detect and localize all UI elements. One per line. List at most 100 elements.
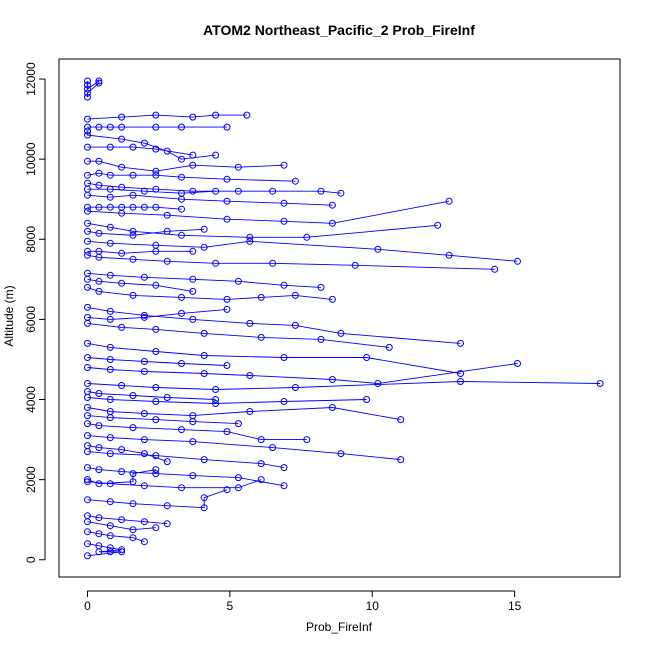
data-point (129, 500, 137, 508)
data-point (257, 436, 265, 444)
series-line (87, 435, 401, 461)
data-point (291, 291, 299, 299)
data-point (280, 482, 288, 490)
data-point (223, 295, 231, 303)
series-line (87, 80, 100, 98)
data-point (280, 464, 288, 472)
data-point (84, 185, 91, 193)
data-point (189, 472, 197, 480)
data-point (84, 251, 91, 259)
data-point (178, 205, 185, 213)
data-point (246, 319, 254, 327)
data-point (163, 502, 171, 510)
data-point (95, 444, 103, 452)
data-point (457, 370, 464, 377)
data-point (106, 544, 114, 552)
data-point (189, 418, 197, 426)
data-point (140, 518, 148, 526)
data-point (234, 474, 242, 482)
data-point (178, 293, 185, 301)
data-point (95, 123, 103, 131)
data-point (84, 496, 91, 504)
series-line (87, 467, 285, 487)
data-point (129, 534, 137, 542)
data-point (118, 123, 126, 131)
data-point (163, 394, 171, 401)
data-point (445, 197, 453, 205)
data-point (223, 175, 231, 183)
data-point (84, 227, 91, 235)
series-line (87, 131, 216, 160)
series-points (84, 77, 604, 560)
data-point (178, 231, 185, 239)
data-point (152, 524, 160, 532)
data-point (84, 81, 91, 89)
x-tick-label: 10 (366, 599, 380, 613)
data-point (129, 470, 137, 478)
data-point (178, 189, 185, 197)
data-point (328, 295, 336, 303)
data-point (140, 273, 148, 281)
data-point (200, 456, 208, 464)
data-point (280, 398, 288, 405)
series-line (87, 515, 168, 525)
data-point (189, 113, 197, 121)
data-point (95, 157, 103, 165)
data-point (129, 255, 137, 263)
data-point (95, 548, 103, 556)
data-point (106, 356, 114, 363)
series-line (87, 423, 307, 441)
data-point (189, 187, 197, 195)
data-point (152, 203, 160, 211)
data-point (84, 203, 91, 211)
data-point (118, 546, 126, 554)
data-point (280, 281, 288, 289)
data-point (84, 85, 91, 93)
data-point (118, 209, 126, 217)
data-point (84, 420, 91, 428)
data-point (200, 504, 208, 512)
series-line (87, 397, 367, 404)
data-point (95, 77, 103, 85)
series-line (87, 451, 285, 469)
data-point (243, 111, 251, 119)
series-line (87, 415, 239, 425)
data-point (246, 408, 254, 415)
series-line (87, 188, 216, 194)
series-line (87, 114, 247, 120)
data-point (106, 223, 114, 231)
data-point (95, 480, 103, 488)
data-point (223, 123, 231, 131)
data-point (118, 548, 126, 556)
data-point (84, 464, 91, 472)
series-line (87, 146, 193, 156)
data-point (152, 145, 160, 153)
data-point (212, 111, 220, 119)
data-point (397, 416, 405, 424)
data-point (200, 329, 208, 337)
data-point (140, 313, 148, 321)
data-point (129, 392, 137, 399)
data-point (129, 227, 137, 235)
data-point (129, 143, 137, 151)
data-point (140, 436, 148, 444)
data-point (95, 277, 103, 285)
data-point (178, 123, 185, 131)
data-point (84, 528, 91, 536)
data-point (178, 360, 185, 367)
data-point (514, 360, 521, 367)
data-point (118, 279, 126, 287)
data-point (178, 173, 185, 181)
data-point (363, 396, 371, 403)
data-point (84, 476, 91, 484)
data-point (457, 378, 464, 385)
data-point (317, 187, 325, 195)
data-point (328, 376, 336, 383)
data-point (106, 171, 114, 179)
data-point (152, 398, 160, 405)
series-lines (87, 80, 601, 557)
data-point (234, 420, 242, 428)
data-point (257, 476, 265, 484)
